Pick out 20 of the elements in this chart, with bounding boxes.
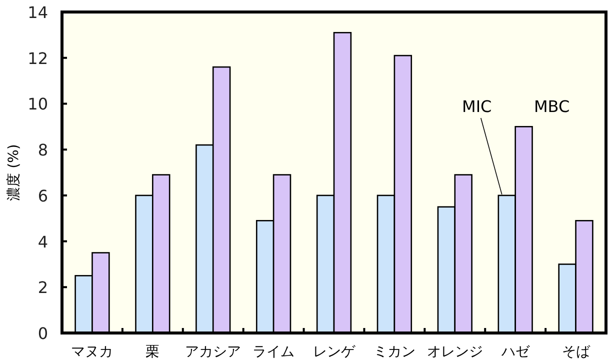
- x-tick-label: アカシア: [185, 344, 242, 360]
- x-tick-label: そば: [562, 344, 591, 360]
- y-axis-title: 濃度 (%): [6, 144, 22, 201]
- x-tick-label: 栗: [146, 344, 160, 360]
- y-tick-label: 0: [38, 324, 48, 343]
- x-tick-label: レンゲ: [313, 344, 356, 360]
- y-tick-label: 8: [38, 140, 48, 160]
- x-tick-label: ミカン: [373, 344, 416, 360]
- y-tick-label: 2: [38, 278, 48, 298]
- y-tick-label: 10: [28, 94, 48, 114]
- y-tick-label: 6: [38, 186, 48, 206]
- x-tick-label: ハゼ: [500, 344, 530, 360]
- x-tick-label: ライム: [252, 344, 295, 360]
- y-tick-label: 14: [28, 3, 48, 22]
- x-tick-label: オレンジ: [426, 344, 483, 360]
- text: MIC: [462, 97, 492, 116]
- y-tick-label: 4: [38, 232, 48, 252]
- y-tick-label: 12: [28, 48, 48, 68]
- series-label: MBC: [534, 97, 570, 116]
- x-tick-label: マヌカ: [71, 344, 114, 360]
